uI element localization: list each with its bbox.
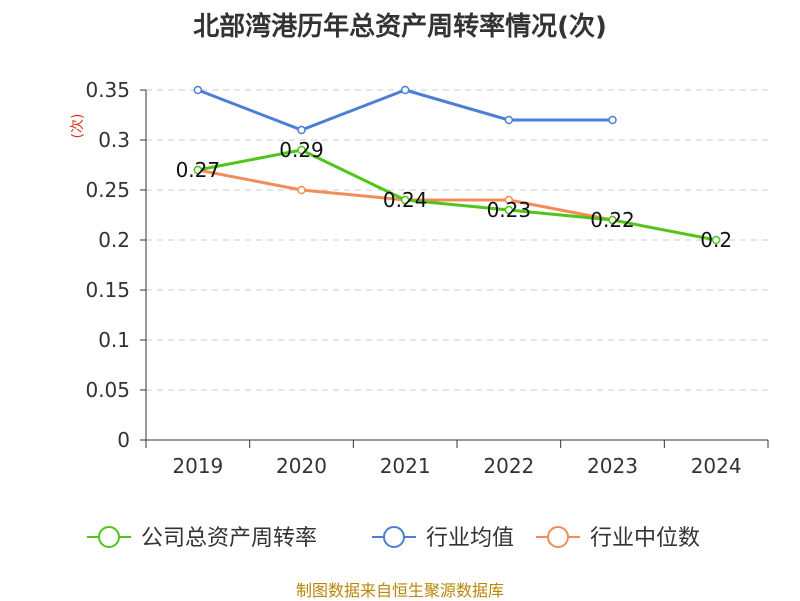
y-tick-label: 0.2: [98, 228, 130, 252]
data-point: [297, 125, 306, 135]
legend-label: 公司总资产周转率: [141, 526, 317, 551]
axes: [140, 89, 769, 448]
y-tick-label: 0.1: [98, 328, 130, 352]
y-tick-label: 0: [117, 428, 130, 452]
data-point: [400, 85, 410, 95]
data-label: 0.24: [383, 188, 428, 212]
x-tick-label: 2021: [380, 454, 431, 478]
data-point: [400, 195, 410, 205]
source-note: 制图数据来自恒生聚源数据库: [295, 581, 504, 600]
legend-marker: [547, 526, 569, 548]
data-point: [504, 205, 514, 215]
data-label: 0.22: [590, 208, 635, 232]
data-point: [297, 185, 306, 195]
x-tick-label: 2020: [276, 454, 327, 478]
gridlines: [146, 89, 768, 391]
y-tick-label: 0.3: [98, 128, 130, 152]
data-point: [297, 145, 306, 155]
data-point: [608, 215, 617, 225]
data-point: [193, 85, 203, 95]
data-point: [193, 165, 203, 175]
y-axis-label: (次): [70, 114, 86, 139]
y-tick-label: 0.05: [85, 378, 130, 402]
data-label: 0.2: [700, 228, 732, 252]
y-tick-labels: 0 0.05 0.1 0.15 0.2 0.25 0.3 0.35: [85, 78, 130, 452]
x-tick-label: 2024: [691, 454, 742, 478]
data-point: [711, 235, 721, 245]
legend-marker: [98, 526, 120, 548]
data-label: 0.23: [487, 198, 532, 222]
data-point: [608, 115, 617, 125]
legend-marker: [383, 526, 405, 548]
series-line: [197, 148, 717, 242]
data-point: [504, 195, 514, 205]
data-label: 0.29: [279, 138, 324, 162]
legend-label: 行业均值: [426, 526, 514, 551]
data-point: [504, 115, 514, 125]
data-label: 0.27: [176, 158, 221, 182]
y-tick-label: 0.25: [85, 178, 130, 202]
chart-title: 北部湾港历年总资产周转率情况(次): [193, 12, 607, 42]
x-tick-label: 2019: [172, 454, 223, 478]
legend-label: 行业中位数: [590, 526, 700, 551]
series-lines: [193, 85, 721, 245]
x-tick-label: 2022: [483, 454, 534, 478]
x-tick-labels: 2019 2020 2021 2022 2023 2024: [172, 454, 741, 478]
series-line: [197, 88, 613, 132]
data-labels: 0.27 0.29 0.24 0.23 0.22 0.2: [176, 138, 733, 252]
x-tick-label: 2023: [587, 454, 638, 478]
y-tick-label: 0.15: [85, 278, 130, 302]
legend[interactable]: 公司总资产周转率 行业均值 行业中位数: [87, 526, 700, 551]
y-tick-label: 0.35: [85, 78, 130, 102]
